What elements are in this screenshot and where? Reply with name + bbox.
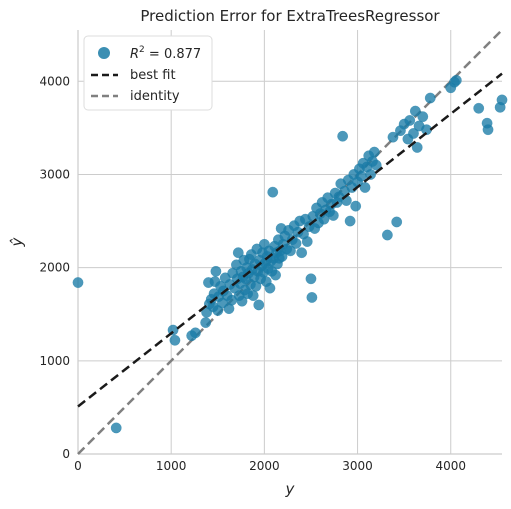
data-point <box>365 168 377 180</box>
data-point <box>110 422 122 434</box>
legend-box <box>83 35 213 111</box>
x-tick-label: 0 <box>74 459 82 473</box>
data-point <box>247 290 259 302</box>
data-point <box>368 146 380 158</box>
data-point <box>350 200 362 212</box>
data-point <box>404 114 416 126</box>
axes-frame <box>77 30 502 455</box>
data-point <box>290 237 302 249</box>
data-point <box>327 209 339 221</box>
data-point <box>305 273 317 285</box>
legend-r2-value: = 0.877 <box>145 47 201 62</box>
data-point <box>200 317 212 329</box>
data-point <box>450 74 462 86</box>
legend-r2-superscript: 2 <box>139 45 145 55</box>
y-tick-label: 2000 <box>39 261 70 275</box>
x-axis-label: y <box>285 480 296 498</box>
data-point <box>494 101 506 113</box>
y-tick-label: 0 <box>62 447 70 461</box>
data-point <box>359 182 371 193</box>
y-tick-label: 4000 <box>39 74 70 88</box>
x-tick-label: 4000 <box>435 459 466 473</box>
legend: R2 = 0.877 best fit identity <box>83 35 213 111</box>
legend-marker-r2 <box>98 47 110 59</box>
tick-labels: 0 1000 2000 3000 4000 0 1000 2000 3000 4000 <box>39 74 466 473</box>
data-point <box>306 291 318 303</box>
data-point <box>409 105 421 117</box>
data-point <box>210 265 222 277</box>
data-point <box>411 141 423 153</box>
data-point <box>473 102 485 114</box>
chart-title: Prediction Error for ExtraTreesRegressor <box>140 7 440 25</box>
data-point <box>296 247 308 259</box>
data-point <box>370 159 382 171</box>
data-point <box>264 282 276 294</box>
data-point <box>417 111 429 123</box>
data-point <box>337 130 349 142</box>
data-point <box>408 127 419 139</box>
data-point <box>169 334 181 346</box>
data-point <box>391 216 403 228</box>
legend-label-r2: R2 = 0.877 <box>130 45 201 62</box>
data-point <box>189 327 201 339</box>
y-axis-label: ŷ <box>8 236 26 247</box>
data-point <box>387 131 399 143</box>
data-point <box>236 295 248 307</box>
data-point <box>381 229 393 241</box>
x-tick-label: 2000 <box>249 459 280 473</box>
data-point <box>267 186 279 198</box>
data-point <box>253 299 265 311</box>
legend-label-identity: identity <box>130 89 180 104</box>
legend-r2-symbol: R <box>130 47 139 62</box>
data-point <box>285 245 296 257</box>
data-point <box>72 277 84 288</box>
y-tick-label: 3000 <box>39 167 70 181</box>
y-tick-label: 1000 <box>39 354 70 368</box>
data-point <box>344 215 356 227</box>
best-fit-line <box>77 72 503 408</box>
data-point <box>301 236 313 247</box>
x-tick-label: 3000 <box>342 459 373 473</box>
data-point <box>232 247 244 259</box>
x-tick-label: 1000 <box>156 459 187 473</box>
data-point <box>424 92 436 104</box>
legend-label-best-fit: best fit <box>130 68 176 83</box>
best-fit-line-layer <box>77 72 503 408</box>
data-point <box>270 269 282 281</box>
data-point <box>482 124 494 136</box>
